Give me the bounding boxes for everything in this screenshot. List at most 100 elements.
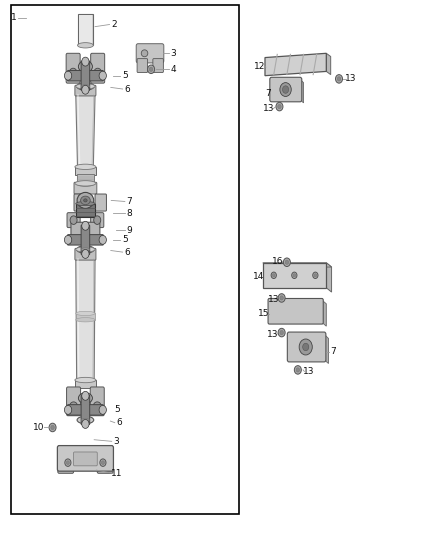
Circle shape bbox=[280, 83, 291, 96]
Text: 13: 13 bbox=[263, 104, 275, 113]
Circle shape bbox=[49, 423, 56, 432]
Circle shape bbox=[100, 459, 106, 466]
Text: 5: 5 bbox=[122, 236, 128, 244]
Circle shape bbox=[64, 71, 72, 80]
Ellipse shape bbox=[77, 192, 94, 208]
Text: 3: 3 bbox=[113, 437, 119, 446]
Circle shape bbox=[336, 75, 343, 83]
Ellipse shape bbox=[75, 181, 96, 186]
FancyBboxPatch shape bbox=[263, 263, 326, 288]
Circle shape bbox=[293, 274, 296, 277]
FancyBboxPatch shape bbox=[71, 222, 100, 239]
Circle shape bbox=[82, 249, 89, 259]
FancyBboxPatch shape bbox=[74, 182, 97, 194]
FancyBboxPatch shape bbox=[75, 85, 96, 96]
Ellipse shape bbox=[75, 164, 96, 169]
Ellipse shape bbox=[76, 311, 95, 316]
Text: 15: 15 bbox=[258, 310, 270, 318]
FancyBboxPatch shape bbox=[90, 387, 104, 416]
Ellipse shape bbox=[81, 248, 89, 251]
Text: 9: 9 bbox=[126, 226, 132, 235]
Circle shape bbox=[272, 274, 275, 277]
Circle shape bbox=[280, 296, 283, 300]
Circle shape bbox=[337, 77, 341, 81]
Text: 7: 7 bbox=[265, 90, 271, 98]
Text: 13: 13 bbox=[268, 295, 279, 304]
FancyBboxPatch shape bbox=[78, 14, 93, 45]
Polygon shape bbox=[326, 263, 332, 292]
Text: 14: 14 bbox=[253, 272, 264, 280]
Circle shape bbox=[278, 294, 285, 302]
Ellipse shape bbox=[76, 201, 95, 206]
FancyBboxPatch shape bbox=[76, 204, 95, 217]
Text: 13: 13 bbox=[267, 330, 278, 339]
FancyBboxPatch shape bbox=[91, 213, 104, 228]
Polygon shape bbox=[263, 263, 332, 267]
Circle shape bbox=[148, 65, 155, 74]
FancyBboxPatch shape bbox=[95, 194, 106, 211]
FancyBboxPatch shape bbox=[270, 77, 302, 102]
Circle shape bbox=[102, 461, 105, 464]
FancyBboxPatch shape bbox=[97, 458, 113, 473]
Text: 10: 10 bbox=[33, 423, 44, 432]
Text: 6: 6 bbox=[116, 418, 122, 427]
Ellipse shape bbox=[81, 85, 89, 88]
Circle shape bbox=[294, 366, 301, 374]
Ellipse shape bbox=[77, 181, 94, 187]
Text: 16: 16 bbox=[272, 257, 283, 265]
FancyBboxPatch shape bbox=[79, 15, 92, 45]
FancyBboxPatch shape bbox=[58, 458, 74, 473]
Circle shape bbox=[82, 57, 89, 66]
Circle shape bbox=[278, 104, 281, 109]
Circle shape bbox=[82, 85, 89, 94]
Text: 3: 3 bbox=[170, 49, 176, 58]
Polygon shape bbox=[265, 53, 326, 76]
FancyBboxPatch shape bbox=[91, 53, 105, 83]
Ellipse shape bbox=[141, 50, 148, 57]
Circle shape bbox=[280, 330, 283, 335]
Ellipse shape bbox=[76, 84, 95, 89]
Circle shape bbox=[67, 461, 69, 464]
FancyBboxPatch shape bbox=[153, 59, 163, 72]
Circle shape bbox=[278, 328, 285, 337]
Circle shape bbox=[303, 343, 309, 351]
Ellipse shape bbox=[81, 418, 89, 422]
Circle shape bbox=[292, 272, 297, 278]
Circle shape bbox=[149, 67, 153, 71]
Circle shape bbox=[99, 236, 106, 244]
Circle shape bbox=[99, 71, 106, 80]
FancyBboxPatch shape bbox=[76, 313, 95, 320]
FancyBboxPatch shape bbox=[81, 225, 90, 254]
Circle shape bbox=[283, 86, 289, 93]
FancyBboxPatch shape bbox=[67, 70, 103, 81]
Text: 6: 6 bbox=[124, 248, 130, 256]
Circle shape bbox=[64, 236, 72, 244]
Circle shape bbox=[51, 425, 54, 430]
Ellipse shape bbox=[81, 196, 90, 205]
Text: 7: 7 bbox=[330, 348, 336, 356]
FancyBboxPatch shape bbox=[268, 298, 323, 324]
FancyBboxPatch shape bbox=[137, 59, 148, 72]
Polygon shape bbox=[300, 79, 304, 103]
Circle shape bbox=[82, 221, 89, 230]
Ellipse shape bbox=[94, 68, 102, 78]
Text: 11: 11 bbox=[111, 469, 123, 478]
Ellipse shape bbox=[78, 393, 92, 403]
FancyBboxPatch shape bbox=[136, 44, 164, 63]
Text: 8: 8 bbox=[126, 209, 132, 217]
Circle shape bbox=[283, 258, 290, 266]
Polygon shape bbox=[322, 300, 326, 326]
Polygon shape bbox=[324, 334, 328, 364]
Ellipse shape bbox=[93, 402, 101, 410]
FancyBboxPatch shape bbox=[77, 174, 94, 184]
FancyBboxPatch shape bbox=[287, 332, 326, 362]
Ellipse shape bbox=[76, 247, 95, 252]
FancyBboxPatch shape bbox=[67, 235, 103, 245]
FancyBboxPatch shape bbox=[67, 405, 103, 415]
Text: 4: 4 bbox=[170, 65, 176, 74]
FancyBboxPatch shape bbox=[66, 53, 80, 83]
Ellipse shape bbox=[84, 199, 87, 202]
Text: 5: 5 bbox=[122, 71, 128, 80]
FancyBboxPatch shape bbox=[75, 380, 96, 388]
Circle shape bbox=[314, 274, 317, 277]
